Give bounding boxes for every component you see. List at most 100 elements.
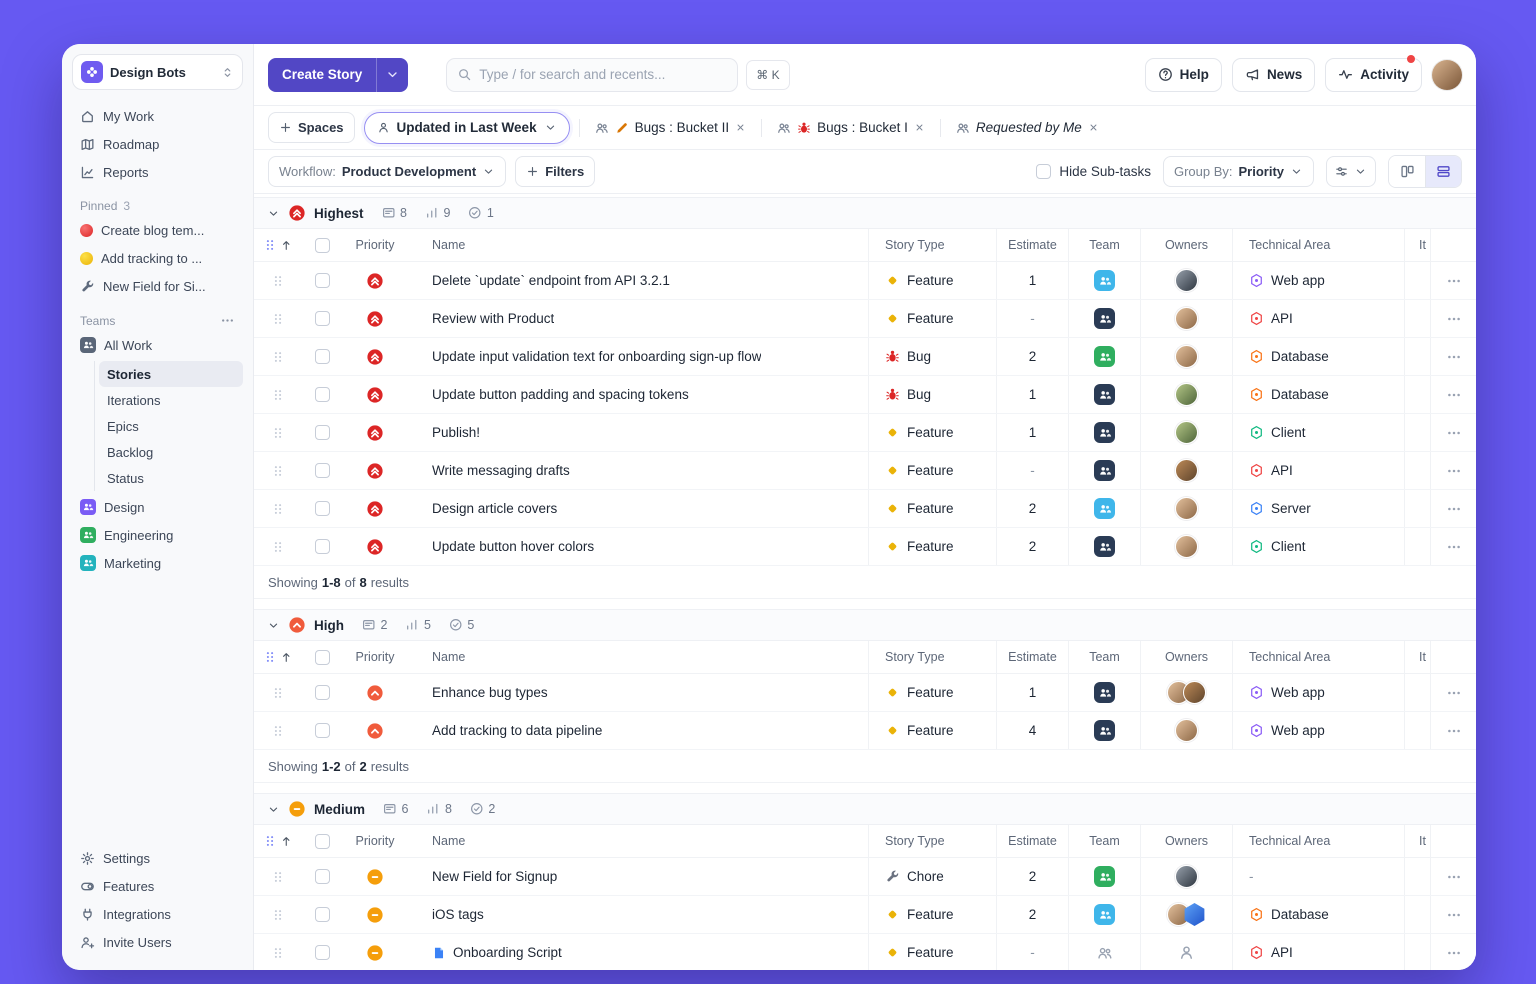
row-menu-icon[interactable] bbox=[1446, 685, 1462, 701]
column-team[interactable]: Team bbox=[1068, 825, 1140, 857]
owner-avatar[interactable] bbox=[1175, 497, 1198, 520]
column-priority[interactable]: Priority bbox=[355, 834, 395, 848]
filter-chip-bugs-bucket-1[interactable]: Bugs : Bucket I bbox=[771, 116, 931, 139]
team-icon[interactable] bbox=[1094, 866, 1115, 887]
row-menu-icon[interactable] bbox=[1446, 907, 1462, 923]
column-estimate[interactable]: Estimate bbox=[996, 229, 1068, 261]
story-name[interactable]: Review with Product bbox=[432, 311, 555, 326]
row-checkbox[interactable] bbox=[314, 501, 330, 516]
row-menu-icon[interactable] bbox=[1446, 273, 1462, 289]
column-estimate[interactable]: Estimate bbox=[996, 641, 1068, 673]
row-menu-icon[interactable] bbox=[1446, 869, 1462, 885]
display-options-button[interactable] bbox=[1326, 156, 1376, 187]
owner-avatar[interactable] bbox=[1175, 535, 1198, 558]
team-icon[interactable] bbox=[1094, 536, 1115, 557]
column-iteration[interactable]: It bbox=[1404, 825, 1430, 857]
row-menu-icon[interactable] bbox=[1446, 349, 1462, 365]
collapse-group-icon[interactable] bbox=[267, 803, 280, 816]
team-icon[interactable] bbox=[1094, 422, 1115, 443]
column-technical-area[interactable]: Technical Area bbox=[1232, 229, 1404, 261]
story-row[interactable]: Update button hover colors Feature 2 Cli… bbox=[254, 528, 1476, 566]
row-checkbox[interactable] bbox=[314, 349, 330, 364]
sidebar-item-invite-users[interactable]: Invite Users bbox=[72, 928, 243, 956]
sidebar-item-iterations[interactable]: Iterations bbox=[99, 387, 243, 413]
sidebar-item-stories[interactable]: Stories bbox=[99, 361, 243, 387]
team-icon[interactable] bbox=[1094, 460, 1115, 481]
filter-chip-bugs-bucket-2[interactable]: Bugs : Bucket II bbox=[589, 116, 753, 139]
owner-avatar[interactable] bbox=[1175, 459, 1198, 482]
sidebar-item-engineering[interactable]: Engineering bbox=[72, 521, 243, 549]
teams-menu-icon[interactable] bbox=[220, 313, 235, 328]
owner-avatar[interactable] bbox=[1175, 421, 1198, 444]
drag-handle-icon[interactable] bbox=[263, 834, 277, 848]
primary-filter-pill[interactable]: Updated in Last Week bbox=[363, 111, 570, 144]
remove-filter-icon[interactable] bbox=[1088, 122, 1099, 133]
group-by-selector[interactable]: Group By: Priority bbox=[1162, 156, 1314, 187]
owner-avatar[interactable] bbox=[1175, 719, 1198, 742]
column-team[interactable]: Team bbox=[1068, 229, 1140, 261]
drag-handle-icon[interactable] bbox=[271, 946, 285, 960]
column-owners[interactable]: Owners bbox=[1140, 229, 1232, 261]
team-icon[interactable] bbox=[1094, 682, 1115, 703]
collapse-group-icon[interactable] bbox=[267, 207, 280, 220]
workspace-switcher[interactable]: Design Bots bbox=[72, 54, 243, 90]
drag-handle-icon[interactable] bbox=[271, 464, 285, 478]
row-checkbox[interactable] bbox=[314, 311, 330, 326]
story-name[interactable]: New Field for Signup bbox=[432, 869, 558, 884]
column-technical-area[interactable]: Technical Area bbox=[1232, 641, 1404, 673]
row-checkbox[interactable] bbox=[314, 539, 330, 554]
sidebar-item-settings[interactable]: Settings bbox=[72, 844, 243, 872]
team-icon[interactable] bbox=[1094, 720, 1115, 741]
drag-handle-icon[interactable] bbox=[271, 540, 285, 554]
sidebar-item-marketing[interactable]: Marketing bbox=[72, 549, 243, 577]
owner-avatar[interactable] bbox=[1175, 345, 1198, 368]
column-story-type[interactable]: Story Type bbox=[868, 825, 996, 857]
row-checkbox[interactable] bbox=[314, 425, 330, 440]
column-name[interactable]: Name bbox=[432, 834, 466, 848]
pinned-item-add-tracking[interactable]: Add tracking to ... bbox=[72, 244, 243, 272]
create-story-button[interactable]: Create Story bbox=[268, 57, 409, 92]
drag-handle-icon[interactable] bbox=[271, 426, 285, 440]
story-name[interactable]: Onboarding Script bbox=[453, 945, 562, 960]
sidebar-item-roadmap[interactable]: Roadmap bbox=[72, 130, 243, 158]
drag-handle-icon[interactable] bbox=[271, 274, 285, 288]
sidebar-item-epics[interactable]: Epics bbox=[99, 413, 243, 439]
drag-handle-icon[interactable] bbox=[271, 502, 285, 516]
sidebar-item-design[interactable]: Design bbox=[72, 493, 243, 521]
sidebar-item-reports[interactable]: Reports bbox=[72, 158, 243, 186]
row-menu-icon[interactable] bbox=[1446, 945, 1462, 961]
sort-ascending-icon[interactable] bbox=[280, 239, 293, 252]
story-name[interactable]: Update button padding and spacing tokens bbox=[432, 387, 689, 402]
help-button[interactable]: Help bbox=[1144, 57, 1222, 92]
owner-avatar[interactable] bbox=[1175, 307, 1198, 330]
hide-subtasks-toggle[interactable]: Hide Sub-tasks bbox=[1036, 164, 1151, 179]
pinned-item-new-field[interactable]: New Field for Si... bbox=[72, 272, 243, 300]
row-checkbox[interactable] bbox=[314, 907, 330, 922]
owner-avatar[interactable] bbox=[1175, 865, 1198, 888]
column-name[interactable]: Name bbox=[432, 238, 466, 252]
user-avatar[interactable] bbox=[1432, 59, 1462, 90]
drag-handle-icon[interactable] bbox=[263, 650, 277, 664]
drag-handle-icon[interactable] bbox=[271, 686, 285, 700]
story-row[interactable]: Update input validation text for onboard… bbox=[254, 338, 1476, 376]
column-team[interactable]: Team bbox=[1068, 641, 1140, 673]
row-checkbox[interactable] bbox=[314, 869, 330, 884]
activity-button[interactable]: Activity bbox=[1325, 54, 1422, 92]
team-icon[interactable] bbox=[1094, 270, 1115, 291]
story-row[interactable]: Review with Product Feature - API bbox=[254, 300, 1476, 338]
sidebar-item-my-work[interactable]: My Work bbox=[72, 102, 243, 130]
select-all-checkbox[interactable] bbox=[314, 237, 330, 253]
row-checkbox[interactable] bbox=[314, 273, 330, 288]
story-row[interactable]: Update button padding and spacing tokens… bbox=[254, 376, 1476, 414]
team-icon[interactable] bbox=[1094, 904, 1115, 925]
story-row[interactable]: Write messaging drafts Feature - API bbox=[254, 452, 1476, 490]
column-owners[interactable]: Owners bbox=[1140, 641, 1232, 673]
column-story-type[interactable]: Story Type bbox=[868, 641, 996, 673]
column-priority[interactable]: Priority bbox=[355, 238, 395, 252]
filter-chip-requested-by-me[interactable]: Requested by Me bbox=[950, 116, 1105, 139]
story-name[interactable]: Delete `update` endpoint from API 3.2.1 bbox=[432, 273, 670, 288]
hide-subtasks-checkbox[interactable] bbox=[1036, 164, 1052, 179]
row-menu-icon[interactable] bbox=[1446, 463, 1462, 479]
row-menu-icon[interactable] bbox=[1446, 425, 1462, 441]
drag-handle-icon[interactable] bbox=[271, 870, 285, 884]
